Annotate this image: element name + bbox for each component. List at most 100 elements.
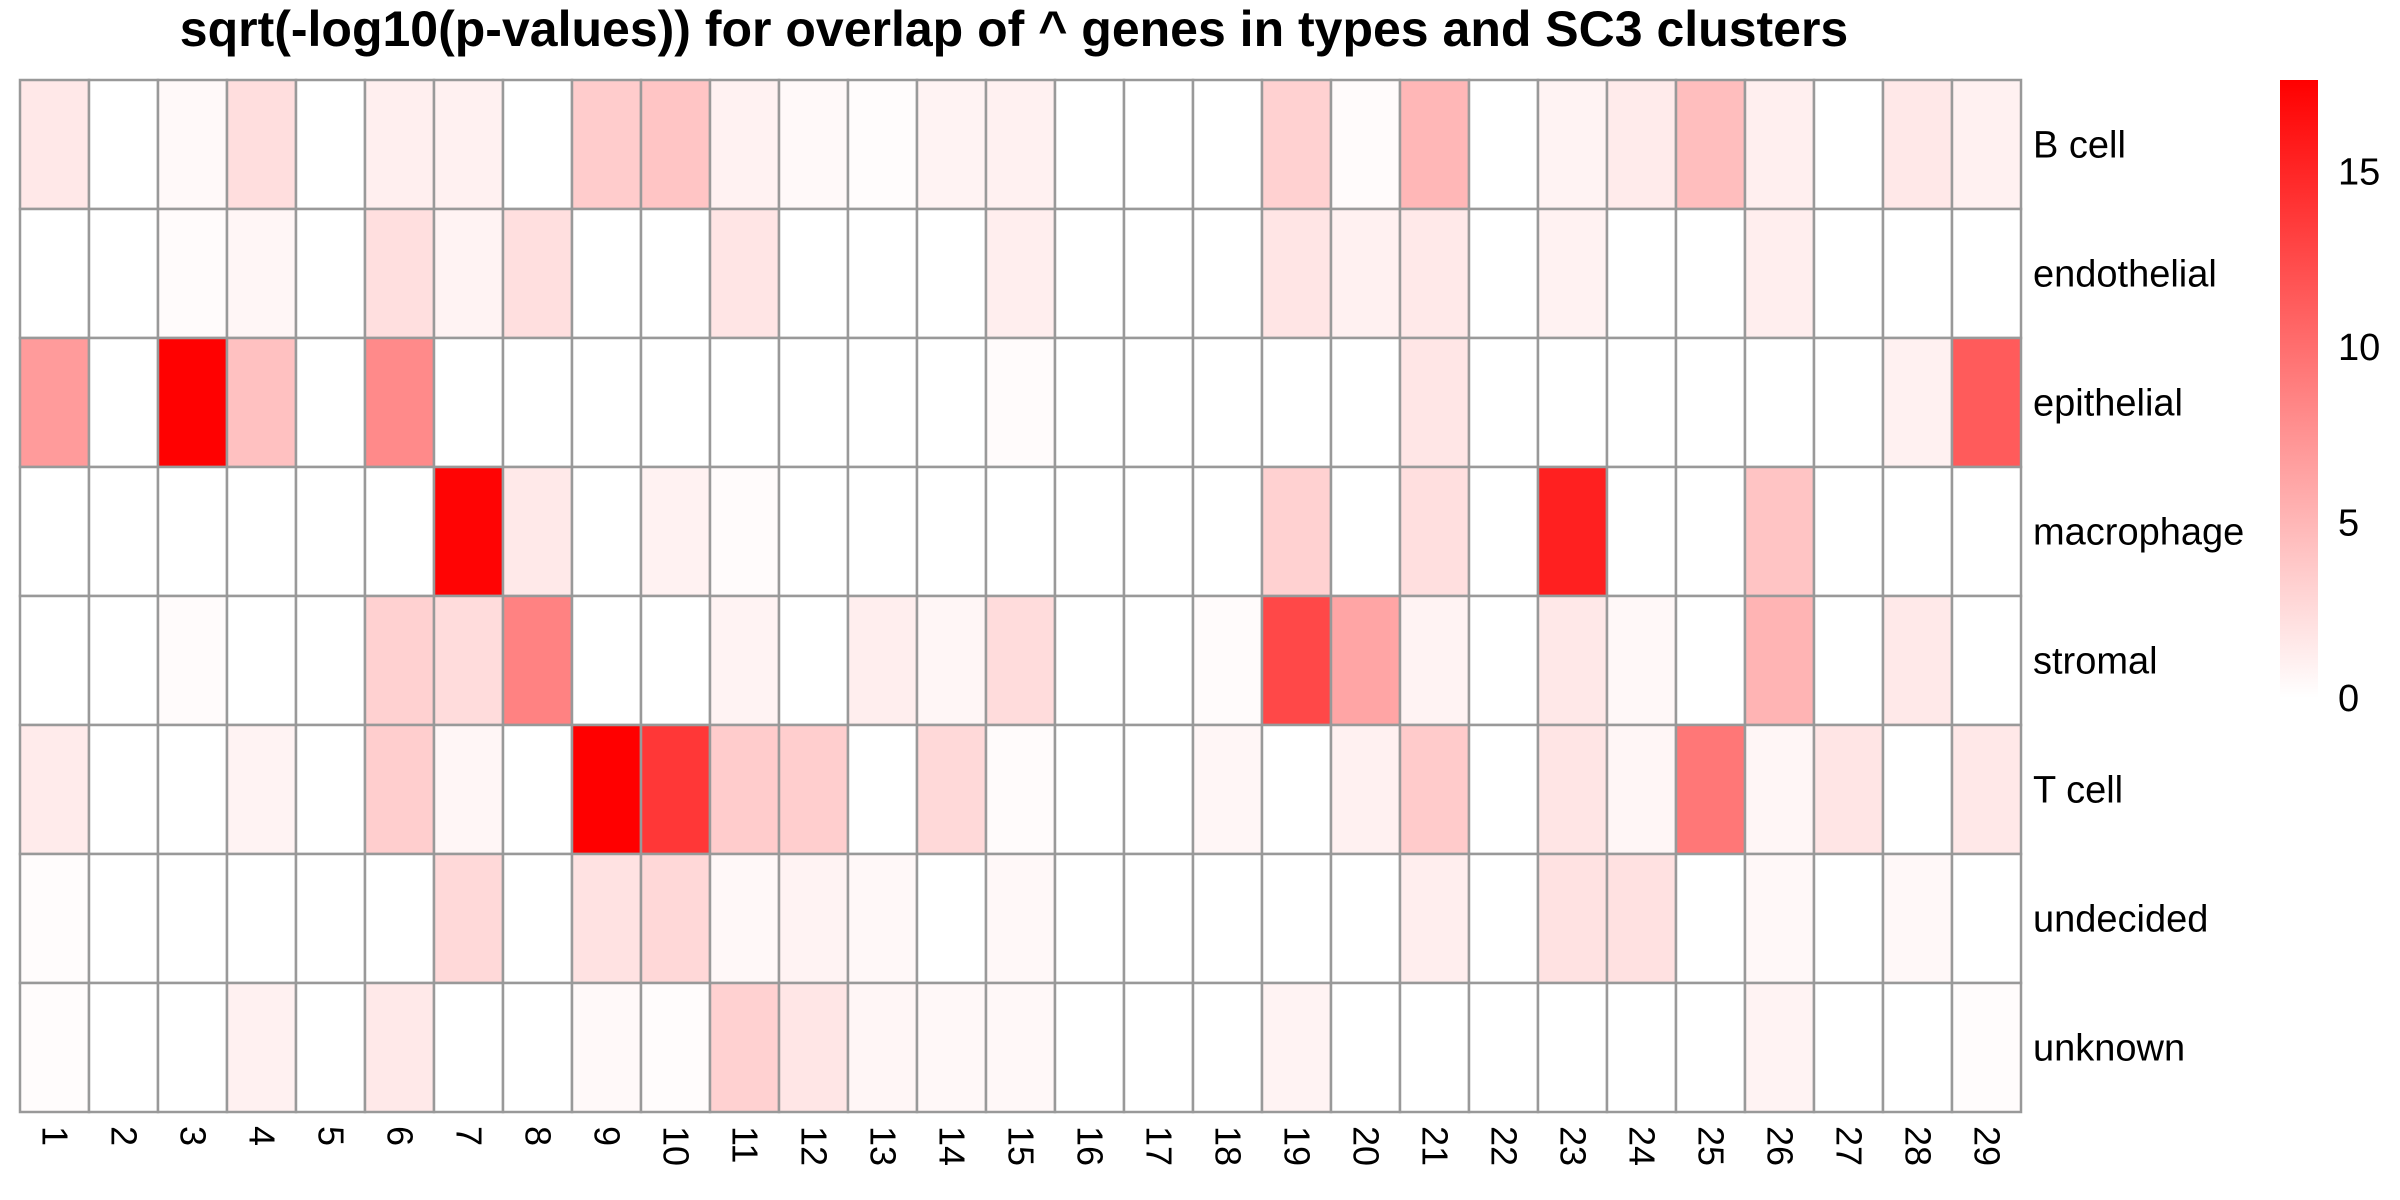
column-label-2: 2: [104, 1126, 145, 1146]
heatmap-cell-stromal-10: [639, 594, 712, 727]
heatmap-cell-stromal-5: [294, 594, 367, 727]
heatmap-cell-unknown-16: [1053, 981, 1126, 1114]
heatmap-cell-b-cell-29: [1950, 78, 2023, 211]
heatmap-cell-epithelial-4: [225, 336, 298, 469]
heatmap-cell-epithelial-7: [432, 336, 505, 469]
heatmap-cell-endothelial-8: [501, 207, 574, 340]
column-label-16: 16: [1070, 1126, 1111, 1166]
column-label-7: 7: [449, 1126, 490, 1146]
heatmap-cell-stromal-18: [1191, 594, 1264, 727]
heatmap-cell-b-cell-20: [1329, 78, 1402, 211]
heatmap-cell-epithelial-9: [570, 336, 643, 469]
heatmap-cell-stromal-4: [225, 594, 298, 727]
column-label-24: 24: [1622, 1126, 1663, 1166]
heatmap-cell-macrophage-1: [18, 465, 91, 598]
heatmap-cell-t-cell-21: [1398, 723, 1471, 856]
heatmap-cell-undecided-7: [432, 852, 505, 985]
heatmap-cell-endothelial-10: [639, 207, 712, 340]
column-label-1: 1: [35, 1126, 76, 1146]
heatmap-cell-endothelial-7: [432, 207, 505, 340]
column-label-4: 4: [242, 1126, 283, 1146]
heatmap-cell-endothelial-4: [225, 207, 298, 340]
row-label-epithelial: epithelial: [2033, 383, 2183, 425]
column-label-27: 27: [1829, 1126, 1870, 1166]
heatmap-cell-t-cell-5: [294, 723, 367, 856]
heatmap-cell-macrophage-6: [363, 465, 436, 598]
column-label-14: 14: [932, 1126, 973, 1166]
heatmap-cell-macrophage-22: [1467, 465, 1540, 598]
heatmap-cell-macrophage-17: [1122, 465, 1195, 598]
heatmap-cell-t-cell-16: [1053, 723, 1126, 856]
heatmap-cell-undecided-1: [18, 852, 91, 985]
heatmap-cell-stromal-2: [87, 594, 160, 727]
heatmap-cell-undecided-4: [225, 852, 298, 985]
heatmap-cell-b-cell-27: [1812, 78, 1885, 211]
heatmap-cell-endothelial-27: [1812, 207, 1885, 340]
column-label-13: 13: [863, 1126, 904, 1166]
heatmap-cell-undecided-6: [363, 852, 436, 985]
heatmap-cell-stromal-17: [1122, 594, 1195, 727]
heatmap-cell-unknown-7: [432, 981, 505, 1114]
heatmap-cell-unknown-15: [984, 981, 1057, 1114]
heatmap-cell-epithelial-12: [777, 336, 850, 469]
heatmap-cell-t-cell-25: [1674, 723, 1747, 856]
heatmap-cell-t-cell-19: [1260, 723, 1333, 856]
heatmap-cell-b-cell-6: [363, 78, 436, 211]
heatmap-cell-macrophage-29: [1950, 465, 2023, 598]
heatmap-cell-unknown-27: [1812, 981, 1885, 1114]
heatmap-cell-macrophage-11: [708, 465, 781, 598]
heatmap-cell-b-cell-22: [1467, 78, 1540, 211]
heatmap-cell-stromal-13: [846, 594, 919, 727]
heatmap-cell-macrophage-20: [1329, 465, 1402, 598]
heatmap-cell-epithelial-17: [1122, 336, 1195, 469]
heatmap-cell-undecided-19: [1260, 852, 1333, 985]
heatmap-cell-undecided-23: [1536, 852, 1609, 985]
heatmap-cell-macrophage-25: [1674, 465, 1747, 598]
heatmap-cell-t-cell-7: [432, 723, 505, 856]
heatmap-cell-endothelial-20: [1329, 207, 1402, 340]
column-label-15: 15: [1001, 1126, 1042, 1166]
heatmap-cell-unknown-25: [1674, 981, 1747, 1114]
heatmap-cell-epithelial-25: [1674, 336, 1747, 469]
heatmap-cell-epithelial-10: [639, 336, 712, 469]
heatmap-cell-endothelial-22: [1467, 207, 1540, 340]
heatmap-cell-unknown-26: [1743, 981, 1816, 1114]
heatmap-cell-unknown-20: [1329, 981, 1402, 1114]
heatmap-cell-b-cell-9: [570, 78, 643, 211]
heatmap-cell-undecided-20: [1329, 852, 1402, 985]
heatmap-cell-b-cell-11: [708, 78, 781, 211]
heatmap-cell-endothelial-21: [1398, 207, 1471, 340]
heatmap-cell-undecided-5: [294, 852, 367, 985]
heatmap-cell-t-cell-4: [225, 723, 298, 856]
column-label-23: 23: [1553, 1126, 1594, 1166]
heatmap-cell-endothelial-2: [87, 207, 160, 340]
column-label-6: 6: [380, 1126, 421, 1146]
heatmap-cell-unknown-17: [1122, 981, 1195, 1114]
heatmap-cell-t-cell-10: [639, 723, 712, 856]
heatmap-cell-epithelial-29: [1950, 336, 2023, 469]
heatmap-cell-endothelial-14: [915, 207, 988, 340]
heatmap-cell-unknown-24: [1605, 981, 1678, 1114]
heatmap-cell-undecided-8: [501, 852, 574, 985]
heatmap-cell-endothelial-5: [294, 207, 367, 340]
heatmap-cell-unknown-12: [777, 981, 850, 1114]
row-labels: B cell endothelial epithelial macrophage str…: [2033, 125, 2244, 1070]
column-label-3: 3: [173, 1126, 214, 1146]
heatmap-cell-t-cell-3: [156, 723, 229, 856]
heatmap-cell-stromal-16: [1053, 594, 1126, 727]
heatmap-cell-b-cell-7: [432, 78, 505, 211]
heatmap-cell-endothelial-1: [18, 207, 91, 340]
heatmap-cell-epithelial-19: [1260, 336, 1333, 469]
heatmap-cell-endothelial-9: [570, 207, 643, 340]
heatmap-cell-t-cell-23: [1536, 723, 1609, 856]
heatmap-cell-unknown-1: [18, 981, 91, 1114]
heatmap-cell-unknown-13: [846, 981, 919, 1114]
heatmap-cell-stromal-23: [1536, 594, 1609, 727]
heatmap-cell-b-cell-4: [225, 78, 298, 211]
heatmap-cell-undecided-17: [1122, 852, 1195, 985]
heatmap-cell-undecided-14: [915, 852, 988, 985]
heatmap-cell-epithelial-8: [501, 336, 574, 469]
heatmap-cell-epithelial-23: [1536, 336, 1609, 469]
row-label-macrophage: macrophage: [2033, 512, 2244, 554]
heatmap-cell-undecided-13: [846, 852, 919, 985]
